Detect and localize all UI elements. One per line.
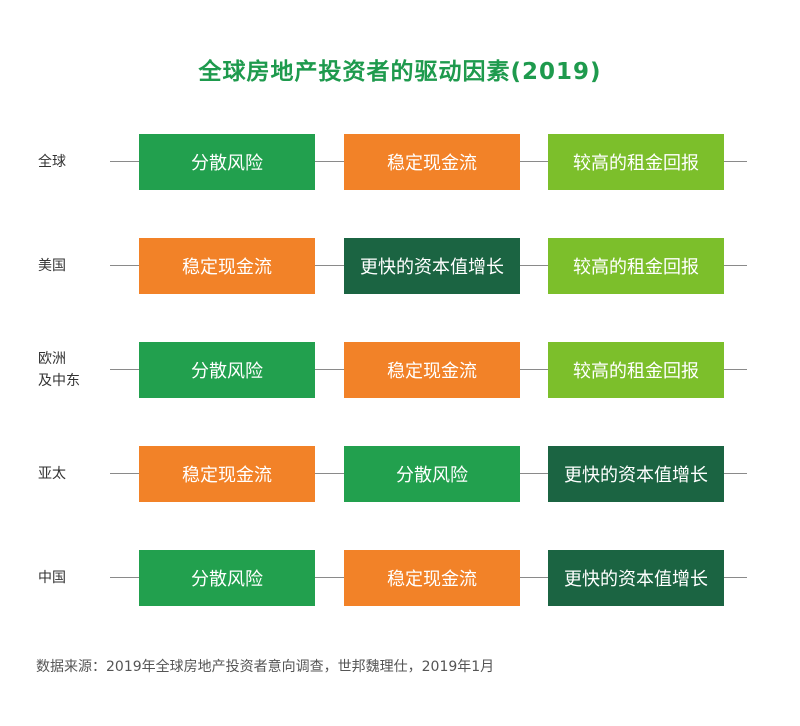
driver-box: 稳定现金流 (139, 446, 315, 502)
driver-box: 更快的资本值增长 (344, 238, 520, 294)
region-row: 欧洲 及中东 分散风险 稳定现金流 较高的租金回报 (0, 342, 800, 398)
region-label: 全球 (38, 154, 66, 170)
chart-title: 全球房地产投资者的驱动因素(2019) (198, 59, 602, 85)
region-label: 欧洲 及中东 (38, 351, 80, 389)
region-label: 亚太 (38, 466, 66, 482)
driver-box: 分散风险 (344, 446, 520, 502)
driver-box: 更快的资本值增长 (548, 550, 724, 606)
driver-box: 稳定现金流 (344, 342, 520, 398)
driver-box: 较高的租金回报 (548, 238, 724, 294)
region-row: 亚太 稳定现金流 分散风险 更快的资本值增长 (0, 446, 800, 502)
driver-box: 更快的资本值增长 (548, 446, 724, 502)
driver-box: 稳定现金流 (344, 134, 520, 190)
driver-box: 较高的租金回报 (548, 342, 724, 398)
driver-box: 分散风险 (139, 134, 315, 190)
driver-box: 稳定现金流 (139, 238, 315, 294)
region-label: 美国 (38, 258, 66, 274)
driver-box: 分散风险 (139, 342, 315, 398)
source-note: 数据来源：2019年全球房地产投资者意向调查，世邦魏理仕，2019年1月 (36, 659, 495, 675)
driver-box: 稳定现金流 (344, 550, 520, 606)
region-label: 中国 (38, 570, 66, 586)
region-row: 美国 稳定现金流 更快的资本值增长 较高的租金回报 (0, 238, 800, 294)
region-row: 中国 分散风险 稳定现金流 更快的资本值增长 (0, 550, 800, 606)
region-row: 全球 分散风险 稳定现金流 较高的租金回报 (0, 134, 800, 190)
driver-box: 分散风险 (139, 550, 315, 606)
driver-box: 较高的租金回报 (548, 134, 724, 190)
